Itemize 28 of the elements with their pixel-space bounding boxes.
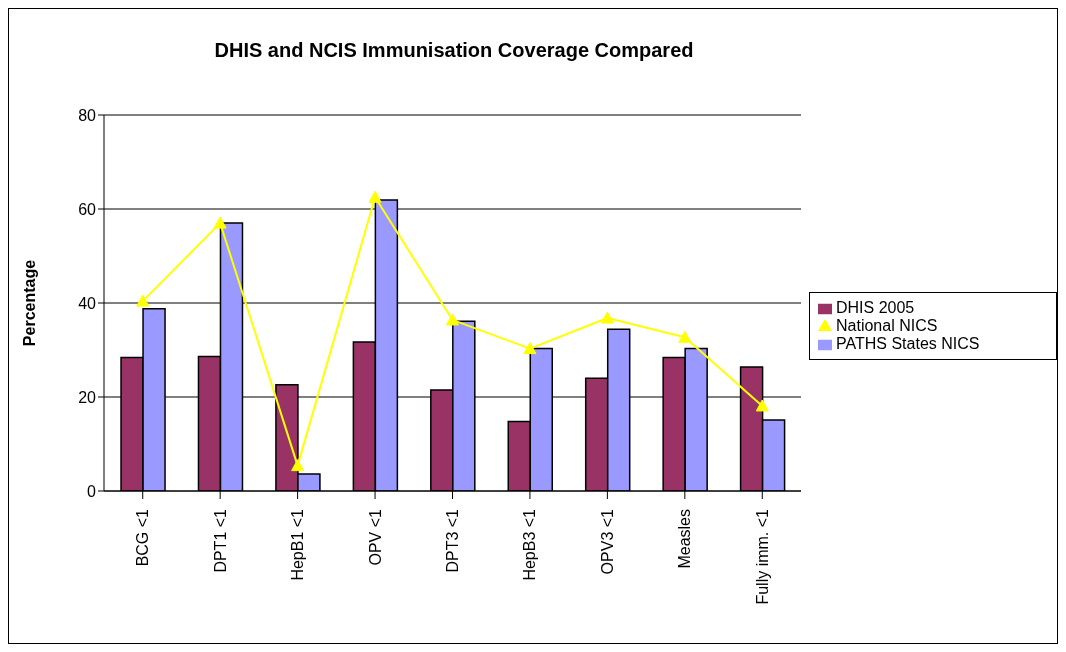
y-tick-label: 80 (78, 106, 97, 124)
point (136, 294, 150, 307)
y-axis-title: Percentage (20, 259, 38, 347)
legend-label: DHIS 2005 (836, 299, 915, 316)
point (213, 216, 227, 229)
x-tick-label: HepB1 <1 (289, 508, 307, 581)
point (755, 399, 769, 412)
point (678, 330, 692, 343)
x-tick-label: DPT1 <1 (211, 508, 229, 573)
legend-label: PATHS States NICS (836, 335, 980, 352)
x-tick-label: BCG <1 (134, 508, 152, 567)
x-tick-label: OPV <1 (366, 508, 384, 566)
y-tick-label: 20 (78, 388, 97, 406)
x-tick-label: Measles (676, 509, 694, 569)
point (368, 190, 382, 203)
x-tick-label: OPV3 <1 (598, 508, 616, 575)
y-tick-label: 60 (78, 200, 97, 218)
x-tick-label: DPT3 <1 (444, 508, 461, 573)
legend-label: National NICS (836, 317, 938, 334)
point (291, 459, 305, 472)
point (523, 342, 537, 355)
y-tick-label: 40 (78, 294, 97, 312)
x-tick-label: Fully imm. <1 (753, 508, 771, 605)
chart-title: DHIS and NCIS Immunisation Coverage Compared (213, 39, 695, 62)
point (600, 311, 614, 324)
point (446, 313, 459, 326)
x-tick-label: HepB3 <1 (521, 508, 539, 581)
y-tick-label: 0 (87, 482, 97, 500)
